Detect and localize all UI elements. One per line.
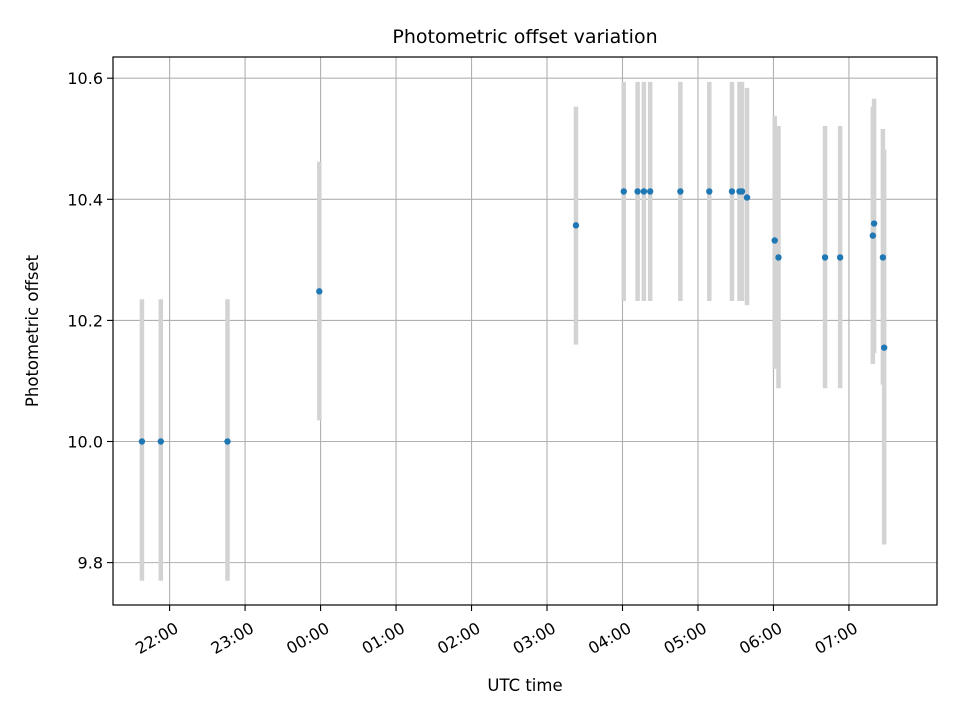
data-point bbox=[869, 232, 877, 239]
x-axis-label: UTC time bbox=[487, 676, 562, 695]
data-point bbox=[572, 222, 580, 229]
data-point bbox=[738, 188, 746, 195]
data-point bbox=[706, 188, 713, 195]
y-tick-label: 9.8 bbox=[78, 554, 103, 573]
data-point bbox=[775, 254, 782, 261]
data-point bbox=[771, 237, 778, 244]
data-point bbox=[743, 194, 751, 201]
chart-title: Photometric offset variation bbox=[392, 26, 657, 48]
y-axis-label: Photometric offset bbox=[23, 254, 42, 407]
y-tick-label: 10.6 bbox=[67, 69, 103, 88]
data-point bbox=[879, 254, 887, 261]
data-point bbox=[728, 188, 736, 195]
data-point bbox=[821, 254, 829, 261]
data-point bbox=[316, 288, 323, 295]
data-point bbox=[640, 188, 648, 195]
data-point bbox=[157, 438, 165, 445]
data-point bbox=[880, 344, 888, 351]
data-point bbox=[634, 188, 641, 195]
plot-area-frame bbox=[112, 56, 938, 606]
data-points bbox=[138, 188, 888, 445]
y-tick-label: 10.0 bbox=[67, 433, 103, 452]
data-point bbox=[620, 188, 627, 195]
y-tick-label: 10.4 bbox=[67, 190, 103, 209]
data-point bbox=[677, 188, 684, 195]
data-point bbox=[836, 254, 844, 261]
y-tick-label: 10.2 bbox=[67, 311, 103, 330]
data-point bbox=[138, 438, 146, 445]
data-point bbox=[224, 438, 231, 445]
y-axis-ticks: 9.8 10.0 10.2 10.4 10.6 bbox=[67, 69, 113, 573]
data-point bbox=[646, 188, 654, 195]
data-point bbox=[870, 220, 878, 227]
